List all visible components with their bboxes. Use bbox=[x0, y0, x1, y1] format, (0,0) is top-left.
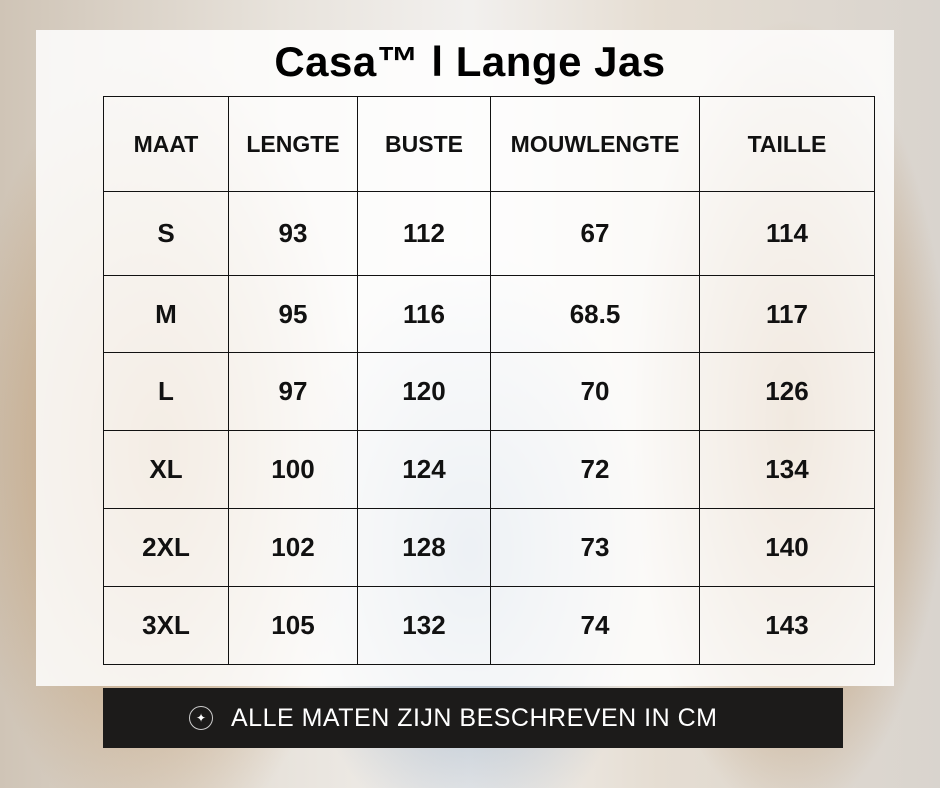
table-cell: 105 bbox=[228, 586, 358, 665]
table-cell: S bbox=[103, 191, 229, 276]
table-cell: 134 bbox=[699, 430, 875, 509]
table-row: XL 100 124 72 134 bbox=[103, 430, 875, 509]
table-row: M 95 116 68.5 117 bbox=[103, 275, 875, 353]
page-title: Casa™ l Lange Jas bbox=[274, 38, 666, 85]
table-cell: 97 bbox=[228, 352, 358, 431]
table-cell: 102 bbox=[228, 508, 358, 587]
header-cell: MAAT bbox=[103, 96, 229, 192]
table-cell: 73 bbox=[490, 508, 700, 587]
table-cell: 93 bbox=[228, 191, 358, 276]
table-cell: 3XL bbox=[103, 586, 229, 665]
table-cell: 68.5 bbox=[490, 275, 700, 353]
table-cell: 2XL bbox=[103, 508, 229, 587]
table-cell: 116 bbox=[357, 275, 491, 353]
table-row: 2XL 102 128 73 140 bbox=[103, 508, 875, 587]
table-cell: 117 bbox=[699, 275, 875, 353]
footer-text: ALLE MATEN ZIJN BESCHREVEN IN CM bbox=[231, 703, 718, 732]
table-cell: 128 bbox=[357, 508, 491, 587]
table-cell: 120 bbox=[357, 352, 491, 431]
table-row: 3XL 105 132 74 143 bbox=[103, 586, 875, 665]
table-cell: 95 bbox=[228, 275, 358, 353]
table-cell: 124 bbox=[357, 430, 491, 509]
table-cell: 72 bbox=[490, 430, 700, 509]
table-cell: XL bbox=[103, 430, 229, 509]
table-cell: 100 bbox=[228, 430, 358, 509]
table-cell: 112 bbox=[357, 191, 491, 276]
table-cell: 143 bbox=[699, 586, 875, 665]
header-cell: LENGTE bbox=[228, 96, 358, 192]
table-cell: M bbox=[103, 275, 229, 353]
table-header-row: MAAT LENGTE BUSTE MOUWLENGTE TAILLE bbox=[103, 96, 875, 192]
sparkle-icon: ✦ bbox=[189, 706, 213, 730]
header-cell: TAILLE bbox=[699, 96, 875, 192]
table-cell: 74 bbox=[490, 586, 700, 665]
header-cell: BUSTE bbox=[357, 96, 491, 192]
table-cell: L bbox=[103, 352, 229, 431]
size-table: MAAT LENGTE BUSTE MOUWLENGTE TAILLE S 93 1… bbox=[103, 96, 875, 665]
table-cell: 126 bbox=[699, 352, 875, 431]
table-row: L 97 120 70 126 bbox=[103, 352, 875, 431]
table-cell: 114 bbox=[699, 191, 875, 276]
header-cell: MOUWLENGTE bbox=[490, 96, 700, 192]
footer-bar: ✦ ALLE MATEN ZIJN BESCHREVEN IN CM bbox=[103, 688, 843, 748]
table-cell: 132 bbox=[357, 586, 491, 665]
table-cell: 140 bbox=[699, 508, 875, 587]
table-cell: 67 bbox=[490, 191, 700, 276]
table-cell: 70 bbox=[490, 352, 700, 431]
table-row: S 93 112 67 114 bbox=[103, 191, 875, 276]
